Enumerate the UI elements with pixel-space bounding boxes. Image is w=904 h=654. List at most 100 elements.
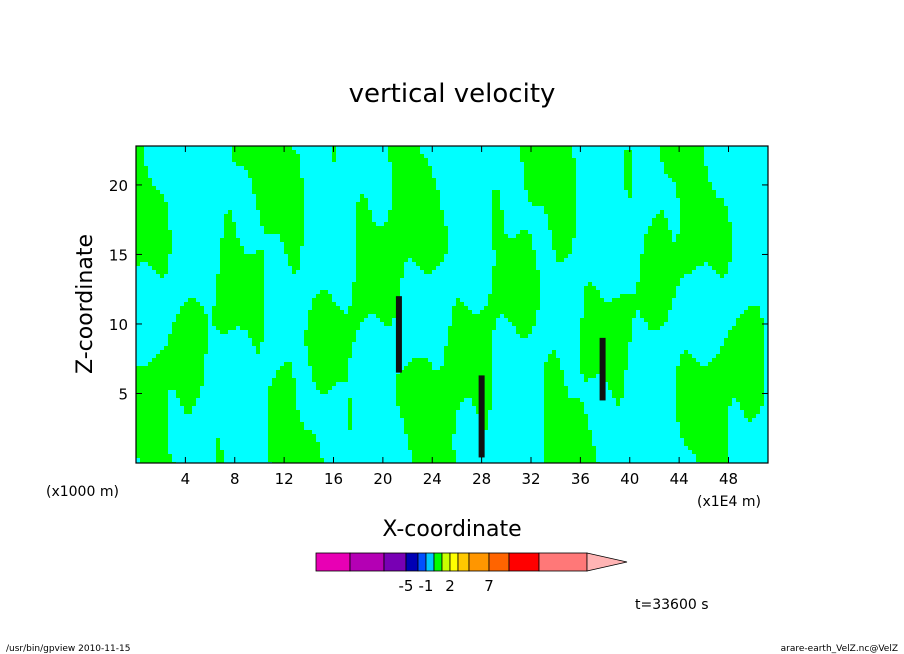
field-cell [388,218,444,222]
field-cell [220,246,244,250]
field-cell [312,378,348,382]
x-axis-label: X-coordinate [382,517,521,542]
field-cell [332,158,336,162]
field-cell [448,334,492,338]
field-cell [744,310,760,314]
field-cell [308,362,348,366]
field-cell [240,326,264,330]
field-cell [348,398,352,402]
field-cell [584,290,600,294]
field-cell [136,258,168,262]
field-cell [492,282,540,286]
field-cell [136,414,168,418]
field-cell [388,214,444,218]
field-cell [148,362,204,366]
field-cell [524,162,576,166]
field-cell [304,330,356,334]
field-cell [640,274,684,278]
field-cell [136,174,148,178]
field-cell [232,146,292,150]
field-cell [640,310,668,314]
field-cell [480,310,536,314]
field-cell [136,198,164,202]
field-cell [148,262,168,266]
colorbar-cell [488,552,510,572]
y-axis-ticks: 5 10 15 20 [109,177,768,403]
field-cell [136,222,168,226]
x-tick-label: 16 [324,470,343,488]
field-cell [452,306,468,310]
colorbar-tick-labels: -5 -1 2 7 [399,577,494,595]
field-cell [356,258,408,262]
colorbar-extension-arrow [586,552,628,572]
field-cell [744,414,756,418]
field-cell [348,402,352,406]
x-axis-ticks: 4 8 12 16 20 24 28 32 36 40 44 48 [181,146,738,488]
field-cell [356,266,404,270]
field-cell [136,382,204,386]
field-cell [424,270,432,274]
field-cell [452,310,472,314]
field-cell [156,354,204,358]
colorbar-cell [383,552,407,572]
field-cell [168,334,208,338]
colorbar-tick-label: -1 [419,577,434,595]
field-cell [580,322,632,326]
field-cell [452,318,496,322]
field-cell [624,174,632,178]
field-cell [548,354,556,358]
field-cell [676,182,712,186]
field-cell [308,354,352,358]
field-cell [164,346,208,350]
field-cell [392,174,432,178]
field-cell [748,306,760,310]
field-cell [604,378,624,382]
field-cell [396,402,460,406]
field-cell [136,454,172,458]
field-cell [220,238,240,242]
field-cell [136,194,164,198]
field-cell [620,294,676,298]
field-cell [136,210,168,214]
field-cell [140,458,172,462]
field-cell [136,402,168,406]
field-cell [180,306,204,310]
field-cell [136,410,168,414]
y-tick-label: 5 [118,385,128,403]
field-cell [708,362,764,366]
field-cell [268,446,320,450]
field-cell [520,150,572,154]
field-cell [172,326,208,330]
field-cell [660,150,704,154]
field-cell [544,426,588,430]
field-cell [396,374,492,378]
field-cell [260,218,304,222]
field-cell [268,450,320,454]
field-cell [544,394,568,398]
field-cell [492,270,540,274]
field-cell [248,170,300,174]
strong-updraft-core [395,296,402,373]
field-cell [648,230,672,234]
field-cell [268,442,320,446]
field-cell [264,226,304,230]
field-cell [720,274,724,278]
field-cell [288,254,300,258]
field-cell [624,178,632,182]
field-cell [224,226,236,230]
x-tick-label: 36 [571,470,590,488]
field-cell [268,410,300,414]
field-cell [644,246,732,250]
field-cell [676,410,728,414]
field-cell [212,314,264,318]
field-cell [356,250,448,254]
field-cell [544,410,584,414]
field-cell [216,290,264,294]
field-cell [352,282,400,286]
field-cell [404,426,456,430]
field-cell [636,282,680,286]
field-cell [392,162,428,166]
field-cell [676,382,764,386]
field-cell [216,442,220,446]
field-cell [268,398,296,402]
